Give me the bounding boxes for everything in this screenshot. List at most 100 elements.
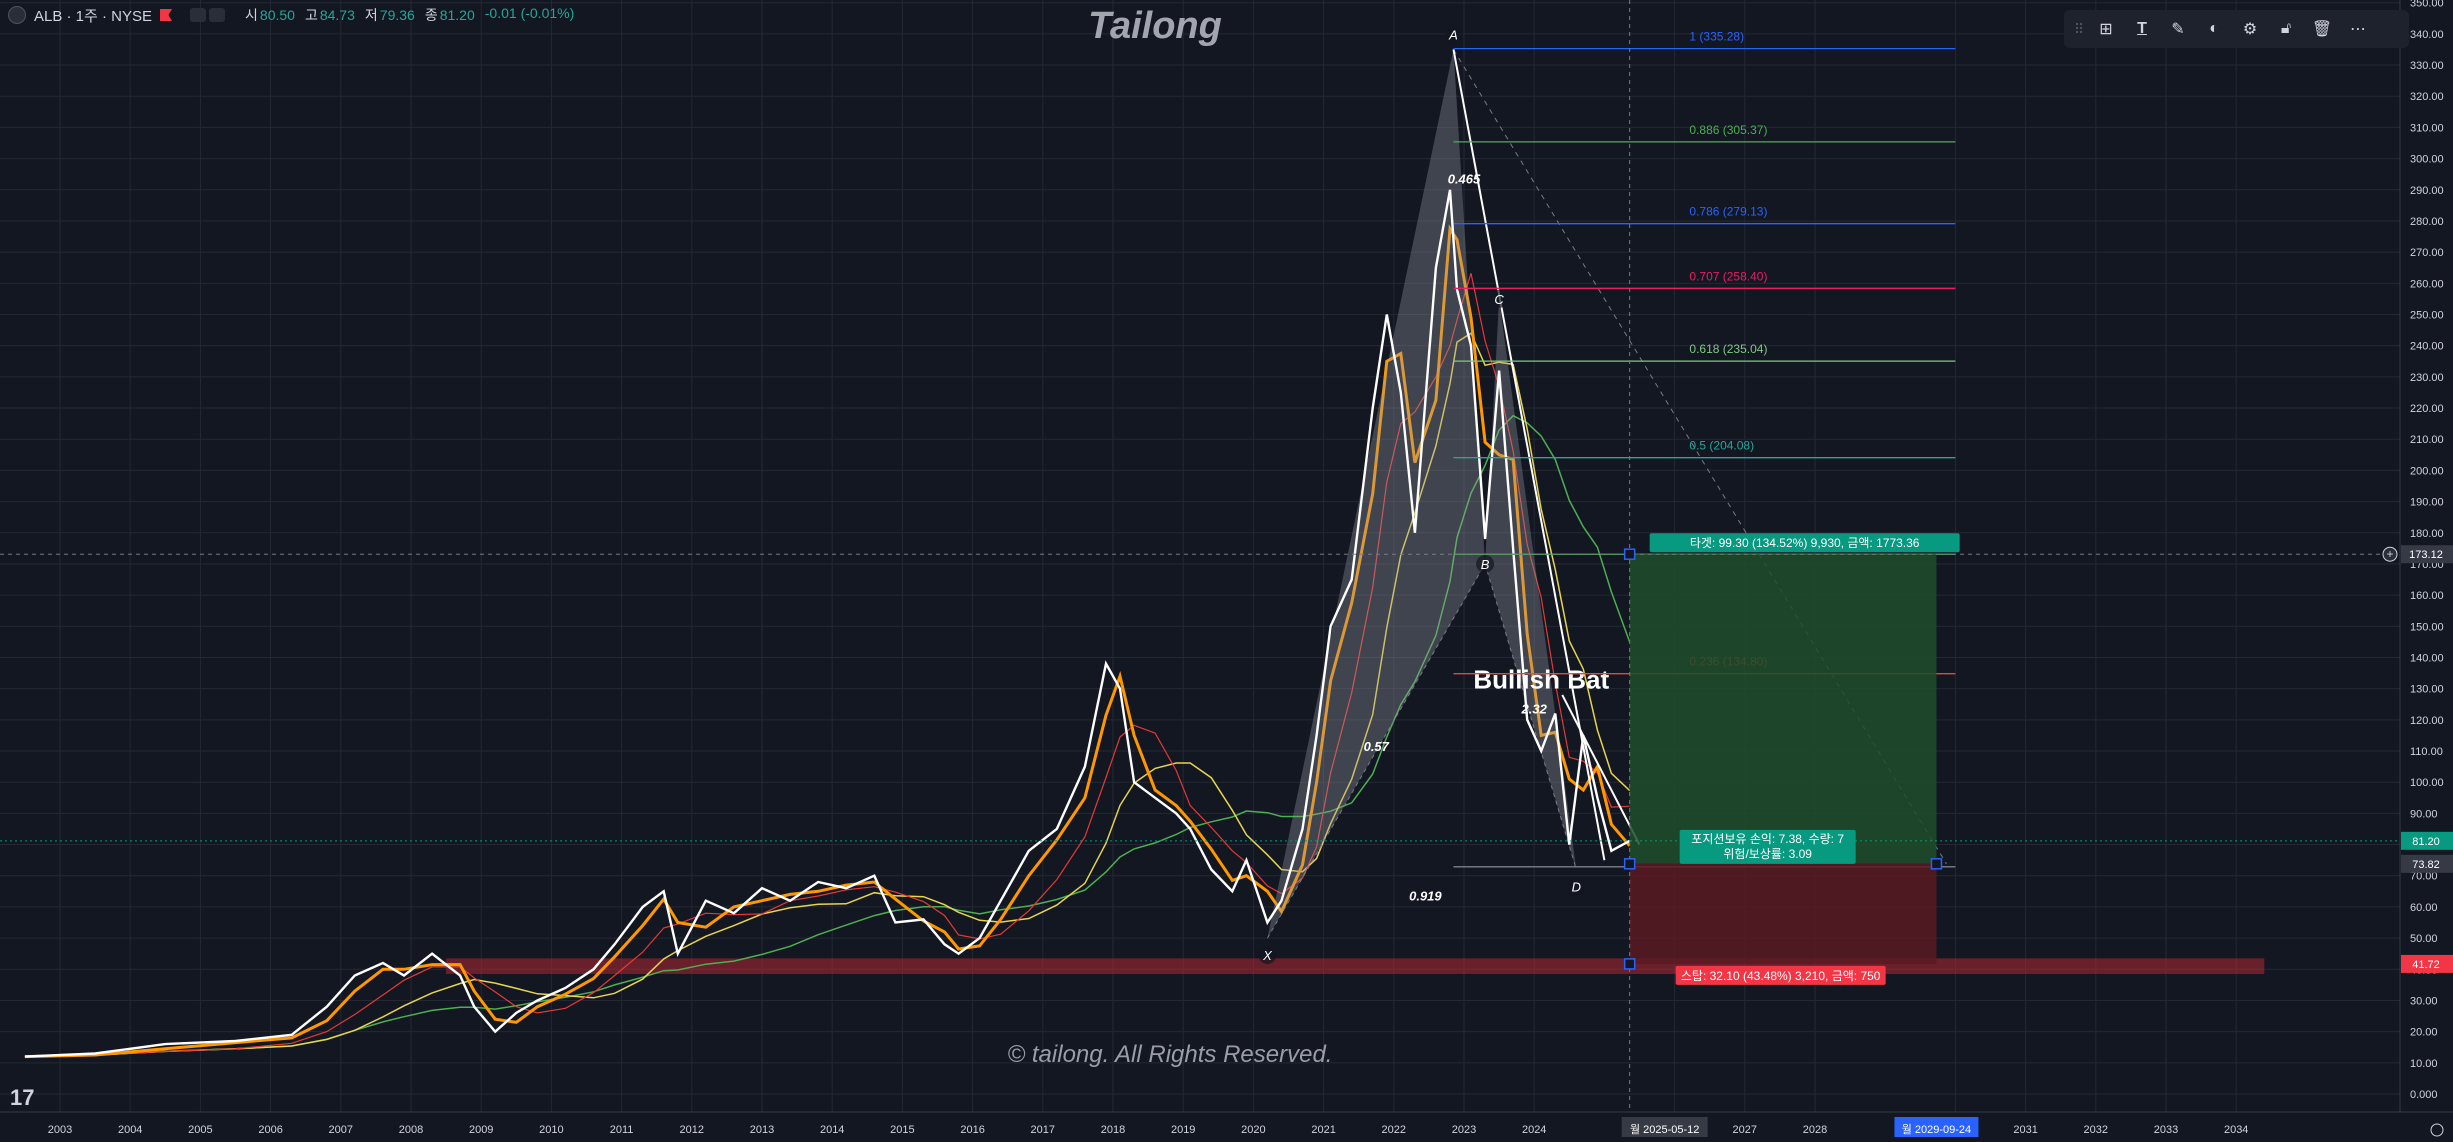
flag-icon[interactable] bbox=[160, 9, 173, 21]
price-tick-label: 150.00 bbox=[2410, 621, 2444, 633]
time-tick-label: 2019 bbox=[1171, 1124, 1195, 1136]
time-tick-label: 2011 bbox=[610, 1124, 634, 1136]
lock-icon[interactable]: 🔓︎ bbox=[2280, 20, 2292, 37]
price-tick-label: 260.00 bbox=[2410, 278, 2444, 290]
brush-icon[interactable]: ✎ bbox=[2171, 21, 2185, 38]
settings-icon[interactable]: ⚙ bbox=[2242, 21, 2258, 38]
price-tick-label: 90.00 bbox=[2410, 808, 2438, 820]
text-icon[interactable]: T bbox=[2137, 20, 2147, 37]
time-tick-label: 2022 bbox=[1382, 1124, 1406, 1136]
profit-zone[interactable] bbox=[1629, 554, 1937, 864]
time-tag-bg bbox=[1621, 1117, 1708, 1137]
grid-icon[interactable]: ⊞ bbox=[2099, 21, 2113, 38]
time-tick-label: 2021 bbox=[1311, 1124, 1335, 1136]
position-handle[interactable] bbox=[1623, 858, 1636, 870]
price-tick-label: 60.00 bbox=[2410, 902, 2438, 914]
position-handle[interactable] bbox=[1623, 548, 1636, 560]
price-tick-label: 300.00 bbox=[2410, 154, 2444, 166]
price-tag-bg bbox=[2401, 545, 2453, 564]
price-tick-label: 120.00 bbox=[2410, 715, 2444, 727]
symbol-title[interactable]: ALB · 1주 · NYSE bbox=[34, 7, 153, 25]
trendline-2[interactable] bbox=[1561, 694, 1641, 846]
position-handle[interactable] bbox=[1623, 958, 1636, 970]
harmonic-point-bg bbox=[1567, 877, 1586, 896]
fib-level-label: 1 (335.28) bbox=[1689, 30, 1744, 44]
time-tick-label: 2033 bbox=[2154, 1124, 2178, 1136]
time-tick-label: 2014 bbox=[820, 1124, 844, 1136]
time-tick-label: 2023 bbox=[1452, 1124, 1476, 1136]
trash-icon[interactable]: 🗑︎ bbox=[2311, 21, 2333, 38]
price-tick-label: 50.00 bbox=[2410, 933, 2438, 945]
harmonic-point-bg bbox=[1476, 554, 1495, 573]
price-tick-label: 210.00 bbox=[2410, 434, 2444, 446]
legend-menu-icon[interactable] bbox=[209, 8, 226, 22]
price-tag-label: 41.72 bbox=[2412, 959, 2440, 971]
harmonic-bcd-triangle[interactable] bbox=[1485, 298, 1577, 870]
time-tick-label: 2034 bbox=[2224, 1124, 2248, 1136]
time-tick-label: 2003 bbox=[48, 1124, 72, 1136]
harmonic-pattern-layer: X A B C D 0.465 0.57 2.32 0.919 Bullish Bat bbox=[1258, 25, 1947, 965]
time-tick-label: 2008 bbox=[399, 1124, 423, 1136]
chart-grid bbox=[0, 0, 2400, 1112]
price-tick-label: 30.00 bbox=[2410, 995, 2438, 1007]
harmonic-point-c: C bbox=[1494, 292, 1504, 307]
drag-handle-icon[interactable]: ⠿ bbox=[2074, 20, 2085, 37]
harmonic-ratio-label: 0.919 bbox=[1409, 889, 1442, 904]
fib-level-label: 0.707 (258.40) bbox=[1689, 269, 1767, 283]
drawing-toolbar: ⠿ ⊞ T ✎ ◐ ⚙ 🔓︎ 🗑︎ ⋯ bbox=[2064, 10, 2409, 48]
tradingview-logo: 17 bbox=[10, 1085, 34, 1110]
price-tick-label: 10.00 bbox=[2410, 1058, 2438, 1070]
price-tick-label: 340.00 bbox=[2410, 29, 2444, 41]
time-tick-label: 2009 bbox=[469, 1124, 493, 1136]
price-tag-label: 73.82 bbox=[2412, 859, 2440, 871]
time-tick-label: 2028 bbox=[1803, 1124, 1827, 1136]
harmonic-xab-triangle[interactable] bbox=[1267, 49, 1486, 939]
price-tick-label: 250.00 bbox=[2410, 310, 2444, 322]
time-tick-label: 2027 bbox=[1733, 1124, 1757, 1136]
harmonic-ratio-label: 0.465 bbox=[1448, 172, 1481, 187]
position-tool-layer: 타겟: 99.30 (134.52%) 9,930, 금액: 1773.36 포지… bbox=[0, 0, 2400, 1112]
time-tick-label: 2004 bbox=[118, 1124, 142, 1136]
time-tick-label: 2012 bbox=[680, 1124, 704, 1136]
price-tick-label: 180.00 bbox=[2410, 528, 2444, 540]
add-alert-plus: + bbox=[2386, 547, 2393, 561]
price-tick-label: 270.00 bbox=[2410, 247, 2444, 259]
trendline-1[interactable] bbox=[1452, 49, 1606, 861]
price-tick-label: 350.00 bbox=[2410, 0, 2444, 10]
harmonic-ratio-label: 2.32 bbox=[1521, 702, 1548, 717]
time-tick-label: 2010 bbox=[539, 1124, 563, 1136]
time-tick-label: 2016 bbox=[960, 1124, 984, 1136]
hide-legend-icon[interactable] bbox=[190, 8, 207, 22]
time-tick-label: 2017 bbox=[1031, 1124, 1055, 1136]
fib-level-label: 0.618 (235.04) bbox=[1689, 342, 1767, 356]
time-tick-label: 2032 bbox=[2084, 1124, 2108, 1136]
symbol-logo-icon bbox=[8, 6, 26, 24]
time-axis[interactable] bbox=[0, 1112, 2453, 1142]
add-alert-icon[interactable] bbox=[2382, 546, 2398, 562]
position-handle[interactable] bbox=[1930, 858, 1943, 870]
more-icon[interactable]: ⋯ bbox=[2350, 21, 2366, 38]
watermark-top: Tailong bbox=[1088, 5, 1222, 47]
price-line[interactable] bbox=[24, 189, 1631, 1058]
price-tick-label: 240.00 bbox=[2410, 341, 2444, 353]
price-tag-label: 173.12 bbox=[2409, 549, 2443, 561]
stop-label-text: 스탑: 32.10 (43.48%) 3,210, 금액: 750 bbox=[1681, 969, 1881, 983]
loss-zone[interactable] bbox=[1629, 863, 1937, 964]
price-tick-label: 230.00 bbox=[2410, 372, 2444, 384]
time-tick-label: 2006 bbox=[258, 1124, 282, 1136]
watermarks-layer: Tailong © tailong. All Rights Reserved. 17 bbox=[10, 5, 1332, 1110]
ohlc-values: 시 80.50 고 84.73 저 79.36 종 81.20 -0.01 (-0.01… bbox=[245, 5, 575, 23]
price-tick-label: 130.00 bbox=[2410, 684, 2444, 696]
axis-settings-icon[interactable] bbox=[2430, 1123, 2444, 1137]
price-tick-label: 100.00 bbox=[2410, 777, 2444, 789]
price-tag-bg bbox=[2401, 954, 2453, 973]
position-info-text-1: 포지션보유 손익: 7.38, 수량: 7 bbox=[1691, 832, 1844, 846]
harmonic-point-bg bbox=[1258, 946, 1277, 965]
price-tick-label: 0.000 bbox=[2410, 1089, 2438, 1101]
harmonic-point-bg bbox=[1444, 25, 1463, 44]
price-axis[interactable] bbox=[2400, 0, 2453, 1142]
fill-icon[interactable]: ◐ bbox=[2209, 20, 2219, 37]
support-zone[interactable] bbox=[446, 958, 2265, 974]
